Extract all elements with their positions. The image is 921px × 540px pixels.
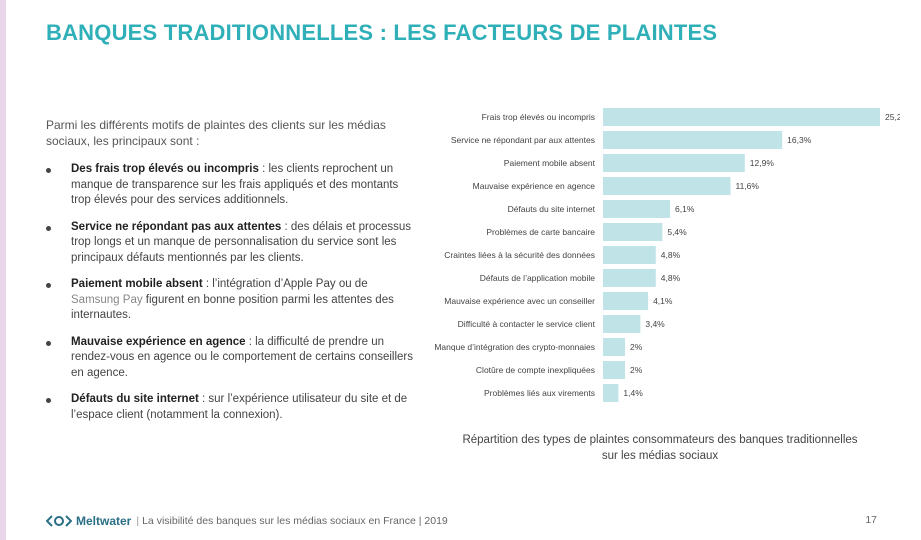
page-title: BANQUES TRADITIONNELLES : LES FACTEURS D… [46,20,718,45]
bullet-icon [46,340,51,346]
bar [603,292,649,310]
bar [603,246,656,264]
value-label: 4,8% [661,250,681,260]
category-label: Défauts du site internet [508,204,596,214]
bullet-term: Mauvaise expérience en agence [71,335,246,348]
category-label: Défauts de l’application mobile [480,273,596,283]
list-item: Mauvaise expérience en agence : la diffi… [46,335,416,382]
category-label: Clotûre de compte inexpliquées [476,365,595,375]
category-label: Manque d’intégration des crypto-monnaies [434,342,595,352]
bullet-text: : sur l’expérience utilisateur du site e… [71,393,408,421]
bullet-term: Des frais trop élevés ou incompris [71,163,259,175]
bar [603,269,656,287]
bullet-icon [46,168,51,173]
value-label: 2% [630,365,643,375]
footer-separator: | [136,515,140,527]
value-label: 11,6% [736,181,760,191]
caption-line-1: Répartition des types de plaintes consom… [462,434,858,446]
value-label: 2% [630,342,643,352]
footer-text: La visibilité des banques sur les médias… [142,515,448,527]
list-item: Service ne répondant pas aux attentes : … [46,220,416,267]
bar [603,384,619,402]
bullet-term: Service ne répondant pas aux attentes [71,220,282,233]
value-label: 5,4% [667,227,687,237]
intro-text: Parmi les différents motifs de plaintes … [46,118,386,148]
category-label: Mauvaise expérience avec un conseiller [444,296,595,306]
list-item: Des frais trop élevés ou incompris : les… [46,162,416,209]
chart-caption: Répartition des types de plaintes consom… [440,432,880,464]
bullet-text: : des délais et processus trop longs et … [71,220,412,264]
category-label: Problèmes de carte bancaire [486,227,595,237]
bar [603,223,663,241]
value-label: 6,1% [675,204,695,214]
meltwater-logo-icon [46,515,72,527]
bar [603,315,641,333]
category-label: Frais trop élevés ou incompris [482,112,595,122]
bar [603,154,745,172]
complaints-bar-chart: Frais trop élevés ou incompris 25,2% Servi… [434,108,900,402]
category-label: Difficulté à contacter le service client [458,319,596,329]
bullet-highlight: Samsung Pay [71,293,143,306]
bullet-text: : les clients reprochent un manque de tr… [71,163,399,206]
category-label: Craintes liées à la sécurité des données [444,250,595,260]
bullet-text: figurent en bonne position parmi les att… [71,293,394,322]
left-accent-stripe [0,0,6,540]
page-number: 17 [865,514,877,526]
bullet-term: Défauts du site internet [71,393,199,405]
list-item: Défauts du site internet : sur l’expérie… [46,392,416,423]
bar [603,131,783,149]
category-label: Mauvaise expérience en agence [473,181,596,191]
bullet-term: Paiement mobile absent [71,278,203,290]
bar [603,108,880,126]
list-item: Paiement mobile absent : l’intégration d… [46,277,416,324]
category-label: Service ne répondant par aux attentes [451,135,595,145]
bar [603,338,625,356]
value-label: 4,8% [661,273,681,283]
caption-line-2: sur les médias sociaux [601,450,719,462]
value-label: 3,4% [645,319,665,329]
footer: Meltwater | La visibilité des banques su… [46,514,448,528]
bullet-icon [46,283,51,288]
value-label: 1,4% [623,388,643,398]
bar [603,177,731,195]
bullet-icon [46,225,51,231]
value-label: 25,2% [885,112,900,122]
bullet-icon [46,398,51,403]
value-label: 16,3% [787,135,812,145]
bar [603,200,671,218]
complaint-list: Des frais trop élevés ou incompris : les… [46,162,416,434]
bar [603,361,625,379]
value-label: 12,9% [750,158,775,168]
category-label: Problèmes liés aux virements [484,388,595,398]
category-label: Paiement mobile absent [504,158,596,168]
value-label: 4,1% [653,296,673,306]
bullet-text: : l’intégration d’Apple Pay ou de [202,278,368,290]
bullet-text: : la difficulté de prendre un rendez-vou… [71,335,413,379]
brand-name: Meltwater [76,514,132,528]
